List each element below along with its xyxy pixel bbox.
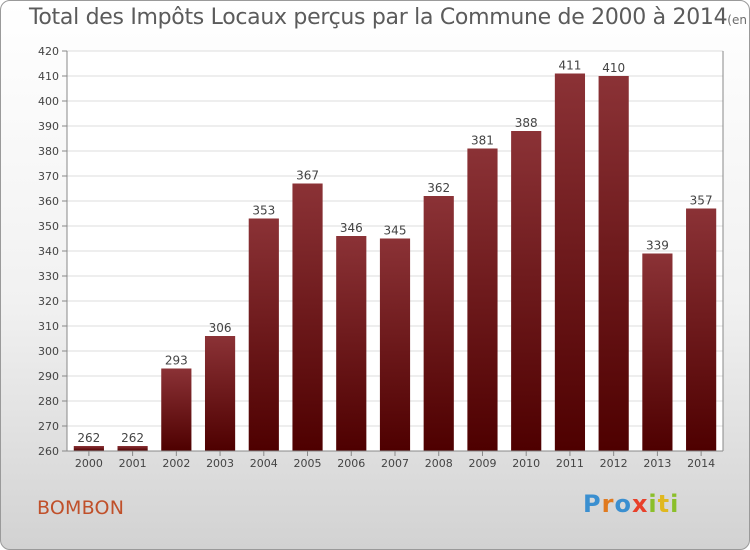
bar-2009 (467, 148, 498, 451)
x-tick-label-2012: 2012 (600, 457, 628, 470)
logo-letter: i (648, 490, 658, 518)
y-tick-label: 280 (38, 395, 59, 408)
data-label-2013: 339 (646, 239, 669, 253)
bar-2014 (686, 208, 717, 451)
y-tick-label: 410 (38, 70, 59, 83)
y-tick-label: 320 (38, 295, 59, 308)
y-tick-label: 290 (38, 370, 59, 383)
labels: 260 270 280 290 300 310 320 330 340 350 360 370 380 3… (38, 45, 715, 470)
data-label-2010: 388 (515, 116, 538, 130)
commune-name: BOMBON (37, 497, 125, 519)
data-label-2012: 410 (602, 61, 625, 75)
x-tick-label-2004: 2004 (250, 457, 278, 470)
data-label-2014: 357 (690, 194, 713, 208)
x-tick-label-2007: 2007 (381, 457, 409, 470)
data-label-2007: 345 (384, 224, 407, 238)
chart-title-unit: (en milliers d'€) (727, 13, 749, 27)
data-label-2008: 362 (427, 181, 450, 195)
bar-2007 (379, 238, 411, 451)
data-label-2005: 367 (296, 169, 319, 183)
data-label-2011: 411 (558, 59, 581, 73)
y-tick-label: 400 (38, 95, 59, 108)
x-tick-label-2001: 2001 (119, 457, 147, 470)
x-tick-label-2002: 2002 (162, 457, 190, 470)
logo-letter: x (631, 490, 649, 518)
x-tick-label-2009: 2009 (468, 457, 496, 470)
y-tick-label: 420 (38, 45, 59, 58)
bar-2004 (248, 218, 279, 451)
axes (62, 50, 724, 456)
y-tick-label: 350 (38, 220, 59, 233)
data-label-2002: 293 (165, 354, 188, 368)
bar-2013 (642, 253, 673, 451)
proxiti-logo: Proxiti (583, 490, 679, 518)
logo-letter: i (670, 490, 680, 518)
y-tick-label: 360 (38, 195, 59, 208)
y-tick-label: 390 (38, 120, 59, 133)
x-tick-label-2008: 2008 (425, 457, 453, 470)
x-tick-label-2010: 2010 (512, 457, 540, 470)
data-label-2004: 353 (252, 204, 275, 218)
bar-2006 (336, 236, 367, 451)
bar-2003 (204, 336, 236, 451)
logo-letter: t (657, 490, 671, 518)
data-label-2000: 262 (77, 431, 100, 445)
bar-2002 (161, 368, 192, 451)
x-tick-label-2013: 2013 (643, 457, 671, 470)
bar-2000 (73, 446, 104, 451)
x-tick-label-2003: 2003 (206, 457, 234, 470)
y-tick-label: 330 (38, 270, 59, 283)
x-tick-label-2000: 2000 (75, 457, 103, 470)
y-tick-label: 380 (38, 145, 59, 158)
logo-letter: r (601, 490, 615, 518)
x-tick-label-2006: 2006 (337, 457, 365, 470)
x-tick-label-2011: 2011 (556, 457, 584, 470)
bar-2001 (117, 446, 148, 451)
data-label-2001: 262 (121, 431, 144, 445)
bars (73, 73, 717, 451)
logo-letter: o (614, 490, 632, 518)
data-label-2009: 381 (471, 134, 494, 148)
data-label-2003: 306 (209, 321, 232, 335)
chart-title-text: Total des Impôts Locaux perçus par la Co… (29, 5, 728, 30)
bar-2012 (598, 76, 629, 451)
y-tick-label: 270 (38, 420, 59, 433)
y-tick-label: 260 (38, 445, 59, 458)
y-tick-label: 370 (38, 170, 59, 183)
y-tick-label: 340 (38, 245, 59, 258)
bar-2011 (554, 73, 586, 451)
y-tick-label: 300 (38, 345, 59, 358)
x-tick-label-2014: 2014 (687, 457, 715, 470)
bar-2008 (423, 196, 454, 451)
y-tick-label: 310 (38, 320, 59, 333)
bar-2010 (511, 131, 542, 451)
logo-letter: P (583, 490, 602, 518)
bar-2005 (292, 183, 323, 451)
data-label-2006: 346 (340, 221, 363, 235)
x-tick-label-2005: 2005 (294, 457, 322, 470)
chart-title: Total des Impôts Locaux perçus par la Co… (29, 5, 749, 30)
